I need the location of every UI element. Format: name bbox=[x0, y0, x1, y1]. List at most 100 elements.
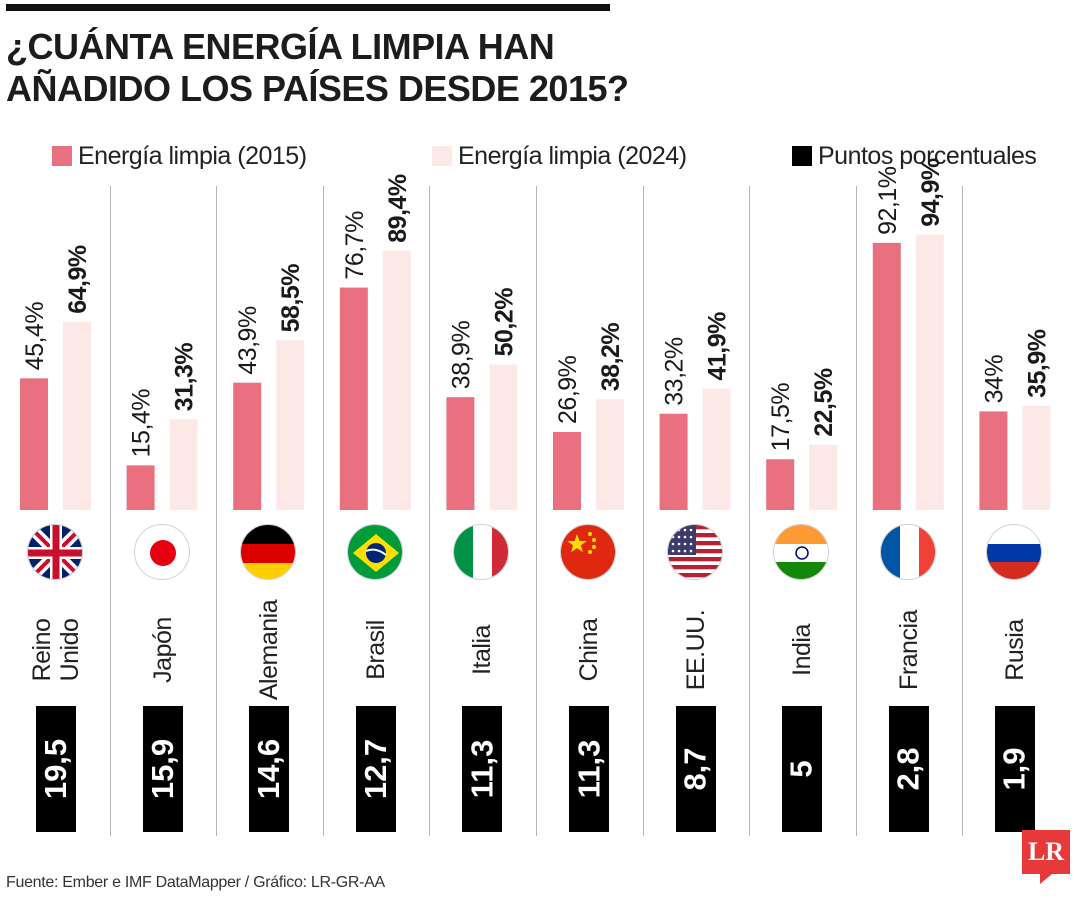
value-label-2024: 35,9% bbox=[1023, 329, 1051, 398]
flag-china-icon bbox=[560, 524, 616, 580]
value-label-2015: 34% bbox=[980, 355, 1008, 404]
percentage-points-value: 12,7 bbox=[358, 738, 393, 800]
flag-brazil-icon bbox=[347, 524, 403, 580]
bar-2015 bbox=[553, 431, 581, 510]
country-label: Japón bbox=[149, 617, 177, 683]
percentage-points-box: 8,7 bbox=[676, 706, 716, 832]
bar-2015 bbox=[659, 413, 688, 510]
bar-2024 bbox=[702, 388, 731, 510]
country-column: China 11,3 bbox=[536, 520, 642, 840]
country-label: EE.UU. bbox=[682, 609, 710, 691]
top-rule bbox=[6, 4, 610, 11]
bar-2024 bbox=[489, 364, 518, 510]
percentage-points-box: 11,3 bbox=[462, 706, 502, 832]
column-divider bbox=[749, 186, 750, 836]
column-divider bbox=[110, 186, 111, 836]
column-divider bbox=[429, 186, 430, 836]
country-column: Brasil 12,7 bbox=[323, 520, 429, 840]
bar-chart: 45,4% 64,9% 15,4% 31,3% 43,9% 58,5% 76,7% 89,4%… bbox=[20, 158, 1051, 511]
lr-logo: LR bbox=[1022, 830, 1070, 884]
legend-label-2015: Energía limpia (2015) bbox=[78, 141, 307, 170]
country-column: Japón 15,9 bbox=[110, 520, 216, 840]
country-column: Rusia 1,9 bbox=[962, 520, 1068, 840]
percentage-points-value: 11,3 bbox=[571, 739, 606, 799]
bar-2024 bbox=[596, 399, 624, 510]
percentage-points-box: 5 bbox=[782, 706, 822, 832]
country-column: Reino Unido 19,5 bbox=[3, 520, 109, 840]
flag-germany-icon bbox=[240, 524, 296, 580]
bar-2015 bbox=[20, 378, 48, 510]
flag-italy-icon bbox=[453, 524, 509, 580]
flag-usa-icon bbox=[667, 524, 723, 580]
value-label-2015: 92,1% bbox=[874, 166, 902, 235]
country-label: Francia bbox=[895, 610, 923, 690]
percentage-points-box: 12,7 bbox=[356, 706, 396, 832]
country-label: Brasil bbox=[362, 620, 390, 680]
percentage-points-box: 1,9 bbox=[995, 706, 1035, 832]
value-label-2024: 89,4% bbox=[384, 174, 412, 243]
value-label-2024: 38,2% bbox=[597, 323, 625, 392]
value-label-2015: 26,9% bbox=[554, 355, 582, 424]
bar-2015 bbox=[233, 382, 262, 510]
bar-2024 bbox=[63, 321, 91, 510]
value-label-2024: 94,9% bbox=[917, 158, 945, 227]
country-column: Italia 11,3 bbox=[429, 520, 535, 840]
bar-2015 bbox=[446, 397, 475, 510]
bar-2015 bbox=[979, 411, 1008, 510]
value-label-2024: 31,3% bbox=[171, 343, 199, 412]
value-label-2024: 22,5% bbox=[810, 368, 838, 437]
percentage-points-value: 8,7 bbox=[678, 747, 714, 791]
source-note: Fuente: Ember e IMF DataMapper / Gráfico… bbox=[6, 874, 385, 891]
bar-2015 bbox=[872, 242, 901, 510]
country-column: Alemania 14,6 bbox=[216, 520, 322, 840]
percentage-points-value: 1,9 bbox=[997, 747, 1033, 791]
bar-2024 bbox=[169, 419, 198, 510]
legend: Energía limpia (2015) Energía limpia (20… bbox=[0, 140, 1080, 172]
legend-swatch-points bbox=[792, 146, 812, 166]
bar-2024 bbox=[809, 444, 838, 510]
column-divider bbox=[536, 186, 537, 836]
percentage-points-value: 15,9 bbox=[145, 738, 180, 800]
legend-item-2015: Energía limpia (2015) bbox=[52, 140, 307, 172]
column-divider bbox=[962, 186, 963, 836]
column-divider bbox=[856, 186, 857, 836]
chart-title: ¿CUÁNTA ENERGÍA LIMPIA HAN AÑADIDO LOS P… bbox=[6, 26, 629, 109]
percentage-points-box: 15,9 bbox=[143, 706, 183, 832]
percentage-points-box: 2,8 bbox=[889, 706, 929, 832]
country-column: Francia 2,8 bbox=[856, 520, 962, 840]
bar-2024 bbox=[1022, 405, 1051, 510]
value-label-2015: 45,4% bbox=[21, 302, 49, 371]
flag-russia-icon bbox=[986, 524, 1042, 580]
country-label: India bbox=[788, 624, 816, 676]
percentage-points-value: 11,3 bbox=[464, 739, 499, 799]
value-label-2024: 58,5% bbox=[277, 264, 305, 333]
bar-2015 bbox=[126, 465, 155, 510]
bar-2024 bbox=[382, 250, 411, 511]
bar-2024 bbox=[276, 340, 305, 510]
flag-france-icon bbox=[880, 524, 936, 580]
column-divider bbox=[216, 186, 217, 836]
country-label: China bbox=[575, 618, 603, 682]
percentage-points-box: 19,5 bbox=[36, 706, 76, 832]
value-label-2015: 43,9% bbox=[234, 306, 262, 375]
column-divider bbox=[323, 186, 324, 836]
bar-2024 bbox=[915, 234, 944, 511]
value-label-2024: 64,9% bbox=[64, 245, 92, 314]
value-label-2024: 50,2% bbox=[490, 288, 518, 357]
legend-swatch-2024 bbox=[432, 146, 452, 166]
percentage-points-value: 19,5 bbox=[38, 738, 73, 800]
percentage-points-box: 14,6 bbox=[249, 706, 289, 832]
percentage-points-value: 2,8 bbox=[891, 747, 927, 791]
percentage-points-box: 11,3 bbox=[569, 706, 609, 832]
legend-label-points: Puntos porcentuales bbox=[818, 141, 1037, 170]
flag-uk-icon bbox=[27, 524, 83, 580]
percentage-points-value: 5 bbox=[784, 760, 819, 778]
country-column: EE.UU. 8,7 bbox=[643, 520, 749, 840]
value-label-2015: 15,4% bbox=[128, 389, 156, 458]
legend-item-points: Puntos porcentuales bbox=[792, 140, 1037, 172]
country-label: Rusia bbox=[1001, 619, 1029, 681]
legend-label-2024: Energía limpia (2024) bbox=[458, 141, 687, 170]
percentage-points-value: 14,6 bbox=[251, 738, 286, 800]
value-label-2015: 17,5% bbox=[767, 383, 795, 452]
legend-swatch-2015 bbox=[52, 146, 72, 166]
